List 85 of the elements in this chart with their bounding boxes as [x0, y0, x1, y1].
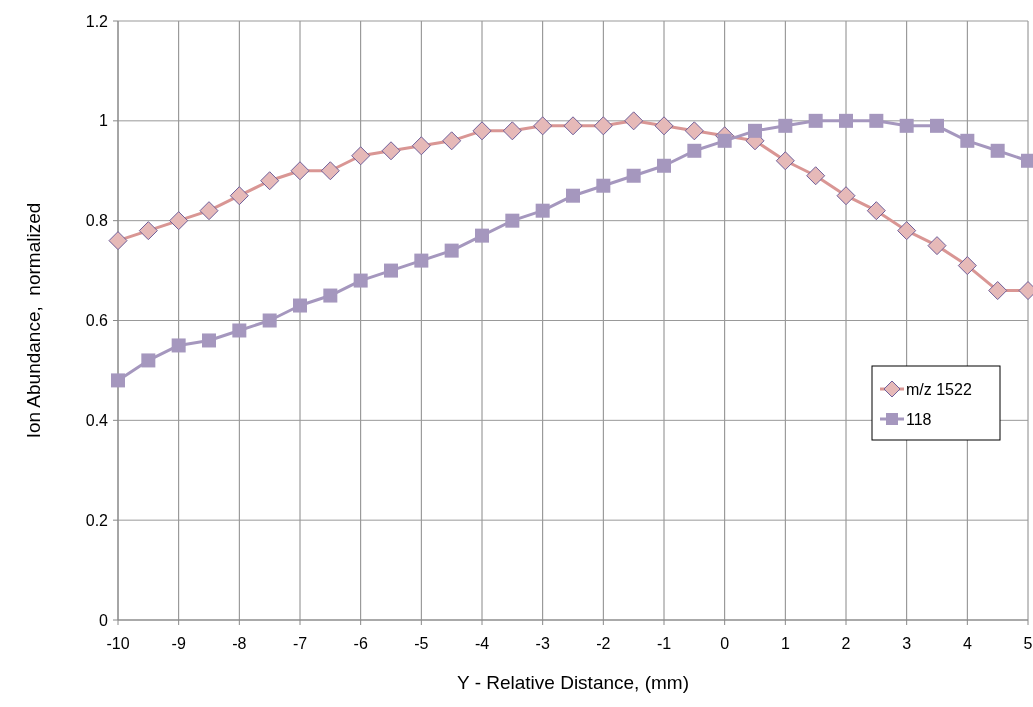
x-tick-label: -6: [353, 635, 368, 652]
point: [381, 141, 401, 161]
point: [293, 298, 307, 313]
y-tick-label: 0.2: [85, 511, 109, 529]
point: [687, 143, 702, 158]
point: [202, 333, 216, 348]
point: [778, 118, 793, 133]
x-tick-label: 4: [962, 635, 972, 652]
point: [138, 221, 158, 241]
y-tick-label: 1.2: [85, 12, 109, 30]
x-tick-label: 2: [841, 635, 851, 652]
point: [654, 116, 674, 136]
x-tick-label: 3: [902, 635, 912, 652]
point: [475, 228, 489, 243]
point: [141, 353, 156, 368]
y-tick-label: 0: [99, 611, 109, 629]
point: [927, 236, 947, 256]
x-tick-label: -8: [232, 635, 247, 652]
point: [533, 116, 553, 136]
point: [988, 281, 1008, 301]
x-tick-label: 5: [1023, 635, 1033, 652]
x-tick-label: -1: [656, 635, 672, 652]
point: [169, 211, 189, 231]
point: [229, 186, 249, 206]
point: [535, 203, 550, 218]
x-tick-label: -10: [106, 635, 130, 652]
point: [775, 151, 795, 171]
legend-label: 118: [906, 410, 932, 428]
point: [323, 288, 338, 303]
point: [505, 213, 520, 228]
point: [869, 113, 884, 128]
point: [806, 166, 826, 186]
point: [657, 158, 671, 173]
point: [839, 113, 853, 128]
y-tick-label: 0.6: [85, 312, 109, 330]
point: [566, 188, 580, 203]
x-axis-title: Y - Relative Distance, (mm): [457, 672, 689, 693]
point: [836, 186, 856, 206]
point: [748, 123, 762, 138]
point: [808, 113, 823, 128]
point: [411, 136, 431, 156]
x-tick-label: -7: [292, 635, 308, 652]
point: [866, 201, 886, 221]
y-tick-label: 0.4: [85, 411, 109, 429]
point: [262, 313, 277, 328]
x-tick-label: -5: [414, 635, 429, 652]
point: [290, 161, 310, 181]
x-tick-label: -4: [474, 635, 490, 652]
point: [899, 118, 914, 133]
point: [960, 133, 975, 148]
y-axis-title: Ion Abundance, normalized: [23, 202, 44, 439]
y-tick-label: 1: [99, 112, 109, 130]
point: [232, 323, 247, 338]
point: [260, 171, 280, 191]
y-tick-label: 0.8: [85, 212, 109, 230]
point: [320, 161, 340, 181]
point: [626, 168, 641, 183]
point: [624, 111, 644, 131]
x-tick-label: -2: [596, 635, 611, 652]
point: [472, 121, 492, 141]
point: [684, 121, 704, 141]
point: [596, 178, 611, 193]
point: [384, 263, 398, 278]
point: [593, 116, 613, 136]
point: [111, 373, 125, 388]
point: [414, 253, 429, 268]
point: [353, 273, 368, 288]
point: [717, 133, 732, 148]
x-tick-label: 1: [780, 635, 790, 652]
point: [990, 143, 1005, 158]
x-tick-label: 0: [720, 635, 730, 652]
legend-label: m/z 1522: [906, 380, 972, 398]
point: [563, 116, 583, 136]
point: [108, 231, 128, 251]
x-tick-label: -3: [535, 635, 550, 652]
point: [444, 243, 459, 258]
point: [171, 338, 186, 353]
point: [957, 256, 977, 276]
point: [897, 221, 917, 241]
point: [502, 121, 522, 141]
point: [442, 131, 462, 151]
x-tick-label: -9: [171, 635, 186, 652]
point: [199, 201, 219, 221]
point: [351, 146, 371, 166]
point: [930, 118, 944, 133]
